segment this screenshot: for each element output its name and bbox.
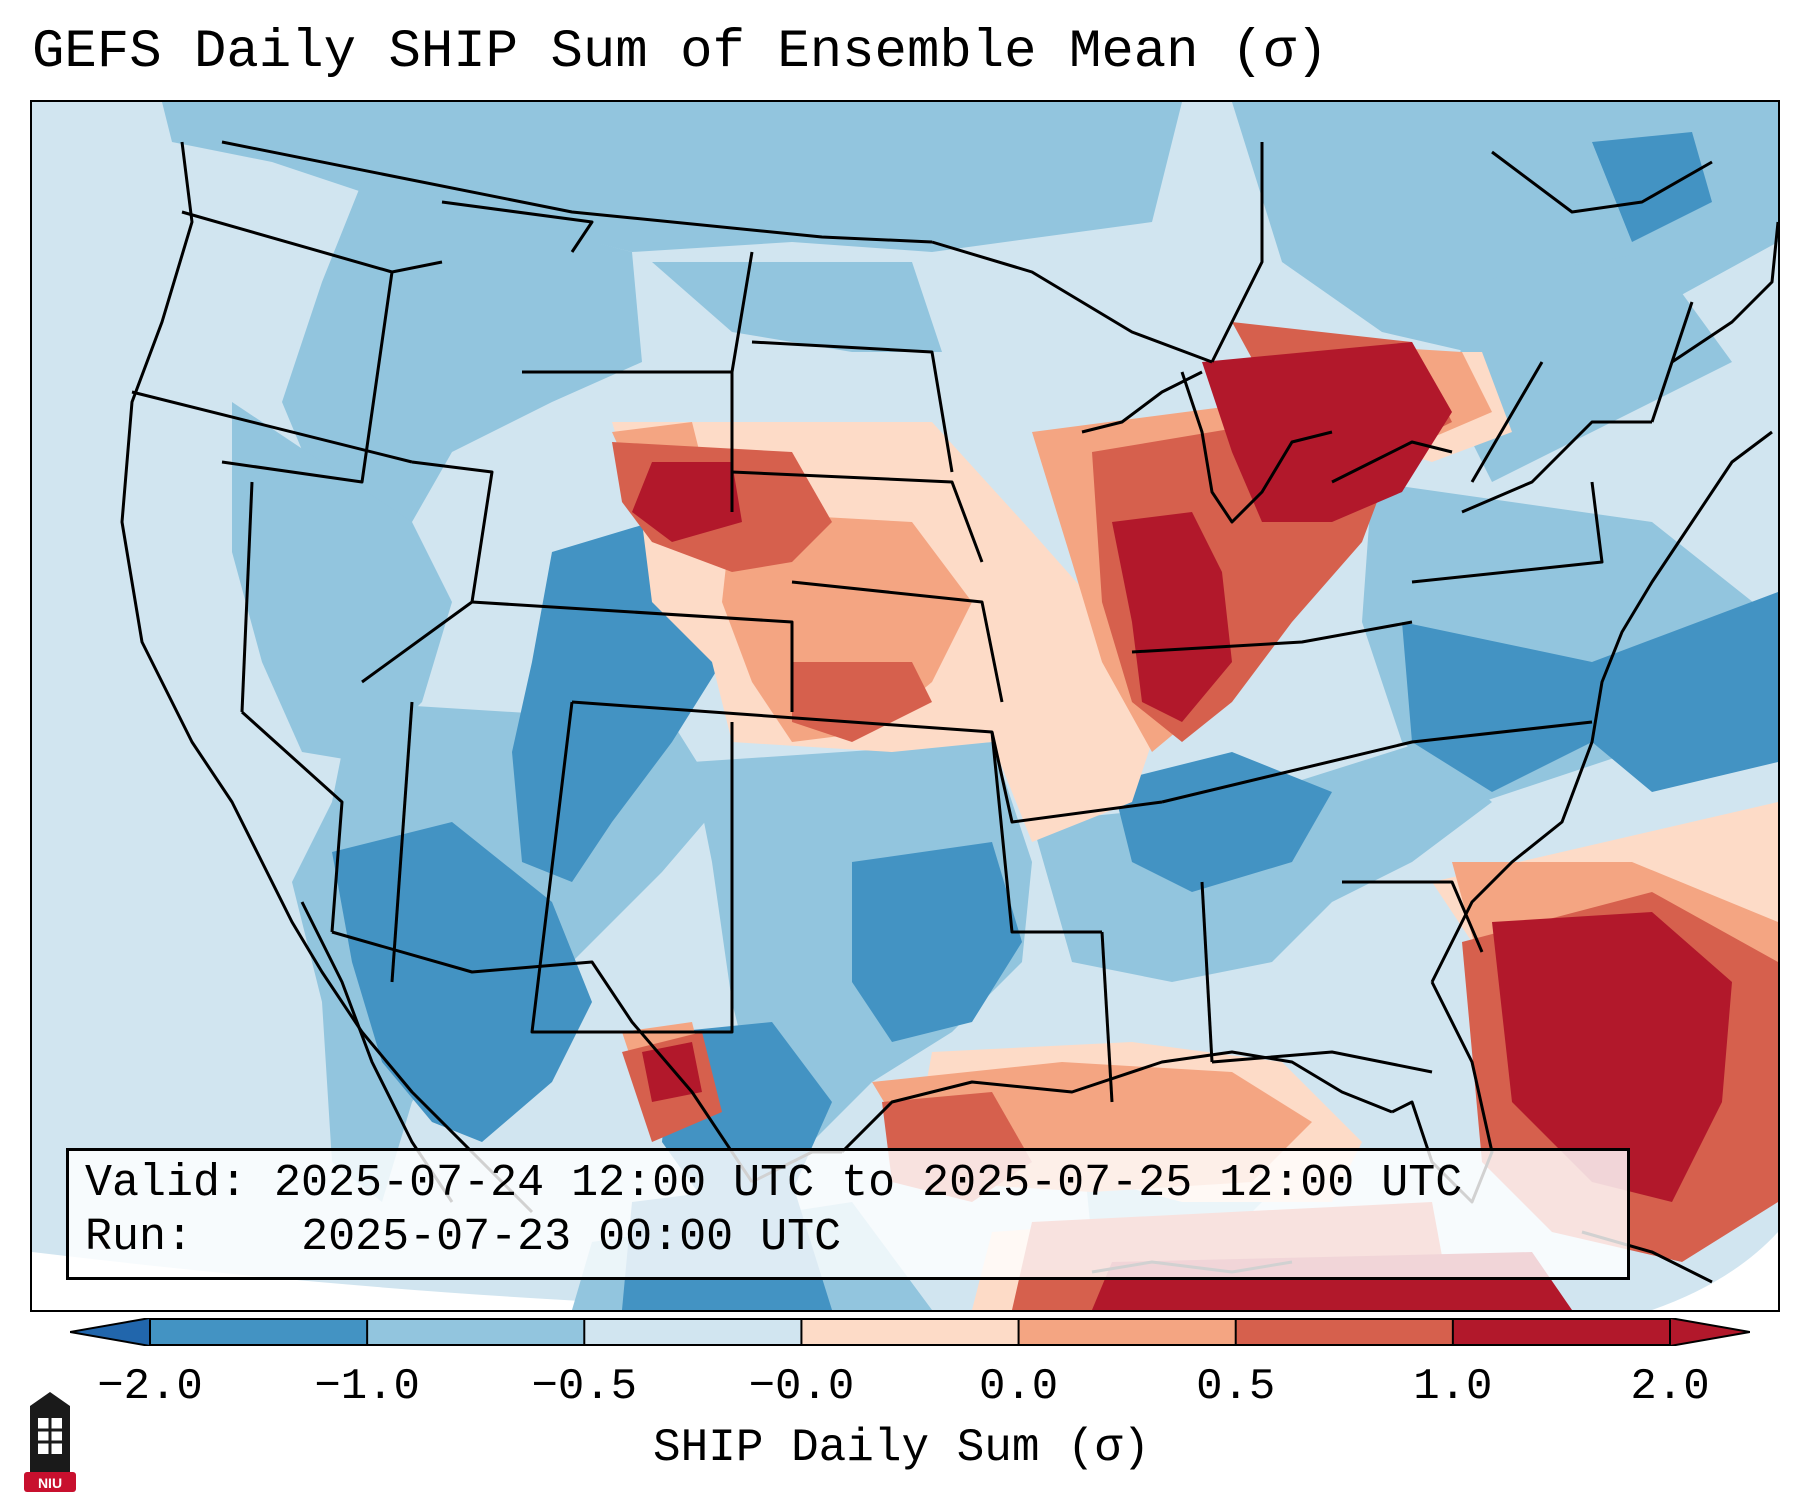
forecast-map [32, 102, 1778, 1310]
run-value: 2025-07-23 00:00 UTC [301, 1212, 842, 1263]
valid-time-box: Valid: 2025-07-24 12:00 UTC to 2025-07-2… [66, 1148, 1630, 1280]
colorbar-segment [584, 1319, 802, 1345]
colorbar-tick-label: −1.0 [314, 1362, 420, 1412]
logo-text: NIU [38, 1475, 62, 1491]
colorbar-under-arrow [70, 1318, 151, 1346]
colorbar-segment [367, 1319, 585, 1345]
colorbar-tick-label: 0.0 [978, 1362, 1059, 1412]
colorbar-tick-label: 2.0 [1630, 1362, 1710, 1412]
colorbar [70, 1318, 1750, 1346]
colorbar-over-arrow [1669, 1318, 1750, 1346]
colorbar-segment [801, 1319, 1020, 1345]
colorbar-label: SHIP Daily Sum (σ) [653, 1422, 1150, 1474]
colorbar-segments [150, 1319, 1671, 1345]
mexico-boundary [331, 930, 754, 1183]
colorbar-tick-label: −0.0 [748, 1362, 855, 1412]
map-domain-edge [32, 1252, 932, 1310]
colorbar-tick-label: 0.5 [1196, 1362, 1276, 1412]
colorbar-segment [1452, 1319, 1671, 1345]
colorbar-tick-label: −2.0 [97, 1362, 203, 1412]
colorbar-tick-label: 1.0 [1413, 1362, 1493, 1412]
map-panel [30, 100, 1780, 1312]
colorbar-segment [1235, 1319, 1454, 1345]
niu-logo: NIU [24, 1392, 76, 1492]
valid-row: Valid: 2025-07-24 12:00 UTC to 2025-07-2… [85, 1157, 1627, 1211]
colorbar-tick-marks [149, 1319, 1671, 1345]
colorbar-segment [1018, 1319, 1237, 1345]
valid-value: 2025-07-24 12:00 UTC to 2025-07-25 12:00… [274, 1158, 1463, 1209]
valid-label: Valid: [85, 1158, 248, 1209]
run-row: Run: 2025-07-23 00:00 UTC [85, 1211, 1627, 1265]
run-label: Run: [85, 1212, 194, 1263]
map-title: GEFS Daily SHIP Sum of Ensemble Mean (σ) [32, 22, 1329, 83]
colorbar-segment [150, 1319, 368, 1345]
colorbar-tick-label: −0.5 [531, 1362, 638, 1412]
